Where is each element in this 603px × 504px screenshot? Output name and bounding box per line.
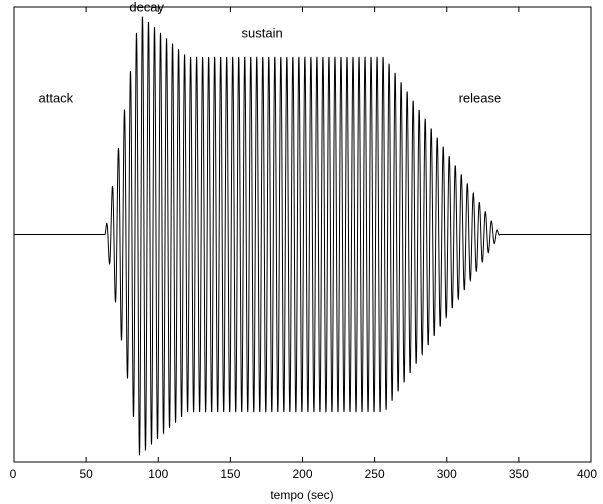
x-tick-label: 350: [509, 467, 529, 481]
x-tick-label: 0: [10, 467, 17, 481]
annotation-decay: decay: [129, 0, 164, 14]
x-tick-label: 400: [577, 467, 597, 481]
x-axis-ticks: 0 50 100 150 200 250 300 350 400: [10, 7, 597, 481]
x-tick-label: 100: [148, 467, 168, 481]
x-tick-label: 150: [220, 467, 240, 481]
waveform-series-line: [14, 16, 591, 456]
annotation-attack: attack: [38, 90, 73, 105]
annotation-sustain: sustain: [242, 25, 283, 40]
x-tick-label: 250: [365, 467, 385, 481]
phase-annotations: attack decay sustain release: [38, 0, 501, 105]
x-tick-label: 50: [79, 467, 93, 481]
x-tick-label: 200: [292, 467, 312, 481]
annotation-release: release: [459, 90, 502, 105]
x-tick-label: 300: [437, 467, 457, 481]
x-axis-label: tempo (sec): [270, 488, 333, 502]
